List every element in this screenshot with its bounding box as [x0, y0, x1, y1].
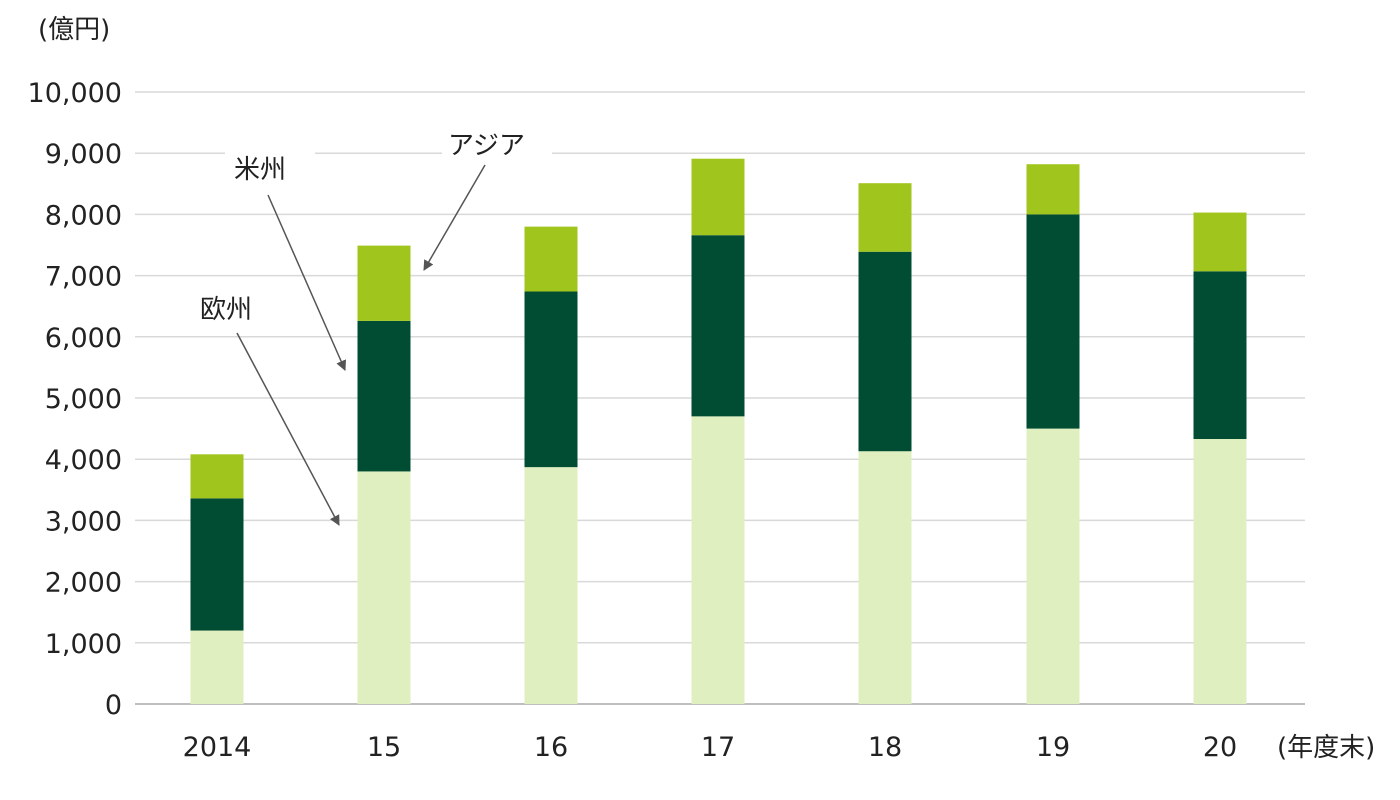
- bar-segment: [1026, 164, 1080, 215]
- bar-segment: [858, 451, 912, 704]
- bar-segment: [1026, 214, 1080, 429]
- x-axis-unit-label: (年度末): [1277, 733, 1375, 763]
- annotation-europe-arrow: [236, 332, 340, 526]
- annotation-asia: アジア: [423, 131, 552, 271]
- annotation-europe: 欧州: [200, 295, 340, 526]
- bar-segment: [691, 235, 745, 417]
- annotation-americas-arrow: [267, 194, 346, 371]
- x-tick-label: 16: [534, 732, 568, 763]
- y-tick-label: 5,000: [45, 384, 122, 415]
- x-tick-label: 20: [1203, 732, 1237, 763]
- y-tick-label: 6,000: [45, 323, 122, 354]
- y-tick-label: 4,000: [45, 445, 122, 476]
- y-tick-label: 0: [105, 690, 122, 721]
- y-tick-label: 1,000: [45, 629, 122, 660]
- bar-segment: [524, 291, 578, 468]
- bar-segment: [858, 183, 912, 252]
- y-axis-unit-label: (億円): [38, 15, 110, 45]
- bar-segment: [190, 498, 244, 631]
- bar-segment: [357, 245, 411, 321]
- bar-segment: [524, 467, 578, 704]
- bar-segment: [190, 630, 244, 704]
- x-tick-label: 15: [367, 732, 401, 763]
- bar-segment: [691, 416, 745, 704]
- y-tick-label: 10,000: [28, 78, 122, 109]
- bar-segment: [691, 158, 745, 236]
- annotation-americas-bg: [225, 143, 315, 181]
- bar-segment: [1193, 271, 1247, 440]
- x-tick-label: 17: [701, 732, 735, 763]
- annotation-americas: 米州: [225, 143, 346, 371]
- x-tick-label: 2014: [183, 732, 252, 763]
- bar-segment: [858, 251, 912, 452]
- bar-segment: [357, 320, 411, 472]
- annotation-europe-label: 欧州: [200, 295, 252, 325]
- bar-segment: [1193, 439, 1247, 704]
- bar-segment: [1026, 428, 1080, 704]
- annotation-asia-label: アジア: [448, 131, 525, 161]
- y-tick-label: 3,000: [45, 506, 122, 537]
- bars: [190, 158, 1247, 704]
- bar-segment: [357, 471, 411, 704]
- bar-segment: [190, 454, 244, 499]
- y-tick-label: 7,000: [45, 262, 122, 293]
- bar-segment: [1193, 212, 1247, 272]
- bar-segment: [524, 226, 578, 292]
- annotation-asia-arrow: [423, 164, 486, 271]
- x-tick-label: 18: [868, 732, 902, 763]
- x-axis-ticks: 2014 15 16 17 18 19 20: [183, 732, 1238, 763]
- y-tick-label: 2,000: [45, 568, 122, 599]
- y-tick-label: 9,000: [45, 139, 122, 170]
- annotation-americas-label: 米州: [234, 155, 286, 185]
- x-tick-label: 19: [1036, 732, 1070, 763]
- y-axis-ticks: 0 1,000 2,000 3,000 4,000 5,000 6,000 7,000 8,00…: [28, 78, 122, 721]
- y-tick-label: 8,000: [45, 200, 122, 231]
